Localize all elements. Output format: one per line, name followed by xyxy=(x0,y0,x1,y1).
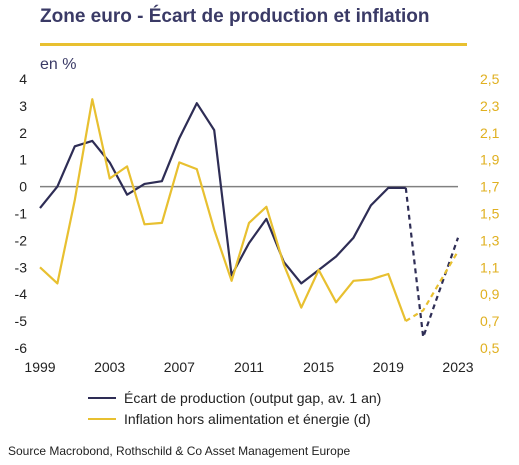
y-left-tick-label: 4 xyxy=(19,71,27,87)
y-right-tick-label: 1,7 xyxy=(480,179,500,195)
legend: Écart de production (output gap, av. 1 a… xyxy=(88,387,381,429)
y-right-tick-label: 2,3 xyxy=(480,98,500,114)
y-right-tick-label: 0,5 xyxy=(480,340,500,356)
x-tick-label: 2015 xyxy=(303,359,334,375)
x-tick-label: 2019 xyxy=(373,359,404,375)
series-projection-inflation xyxy=(405,250,459,323)
series-line-output-gap xyxy=(39,102,406,285)
legend-label-inflation: Inflation hors alimentation et énergie (… xyxy=(124,410,371,427)
y-left-tick-label: 0 xyxy=(19,179,27,195)
legend-swatch-output-gap xyxy=(88,396,116,399)
x-tick-label: 2011 xyxy=(234,359,264,375)
title-underline xyxy=(40,43,467,46)
y-right-tick-label: 1,9 xyxy=(480,152,500,168)
y-right-tick-label: 2,5 xyxy=(480,71,500,87)
x-tick-label: 2007 xyxy=(164,359,195,375)
y-left-tick-label: -1 xyxy=(15,206,28,222)
chart-title: Zone euro - Écart de production et infla… xyxy=(40,6,430,27)
x-tick-label: 2023 xyxy=(442,359,473,375)
legend-swatch-inflation xyxy=(88,417,116,420)
y-left-tick-label: -3 xyxy=(15,259,28,275)
y-right-tick-label: 0,7 xyxy=(480,313,500,329)
y-left-tick-label: -6 xyxy=(15,340,28,356)
y-right-tick-label: 1,5 xyxy=(480,206,500,222)
x-tick-label: 2003 xyxy=(94,359,125,375)
legend-item-inflation: Inflation hors alimentation et énergie (… xyxy=(88,408,381,429)
y-left-tick-label: 2 xyxy=(19,125,27,141)
y-right-tick-label: 1,3 xyxy=(480,232,500,248)
series-line-inflation xyxy=(39,98,407,322)
y-left-tick-label: -5 xyxy=(15,313,28,329)
y-right-tick-label: 1,1 xyxy=(480,259,500,275)
legend-item-output-gap: Écart de production (output gap, av. 1 a… xyxy=(88,387,381,408)
y-right-tick-label: 0,9 xyxy=(480,286,500,302)
y-left-tick-label: -4 xyxy=(15,286,28,302)
y-right-tick-label: 2,1 xyxy=(480,125,500,141)
y-left-tick-label: 1 xyxy=(19,152,27,168)
legend-label-output-gap: Écart de production (output gap, av. 1 a… xyxy=(124,389,382,406)
x-tick-label: 1999 xyxy=(24,359,55,375)
y-left-tick-label: -2 xyxy=(15,232,28,248)
y-left-tick-label: 3 xyxy=(19,98,27,114)
source-note: Source Macrobond, Rothschild & Co Asset … xyxy=(8,444,351,458)
unit-label: en % xyxy=(40,56,77,73)
